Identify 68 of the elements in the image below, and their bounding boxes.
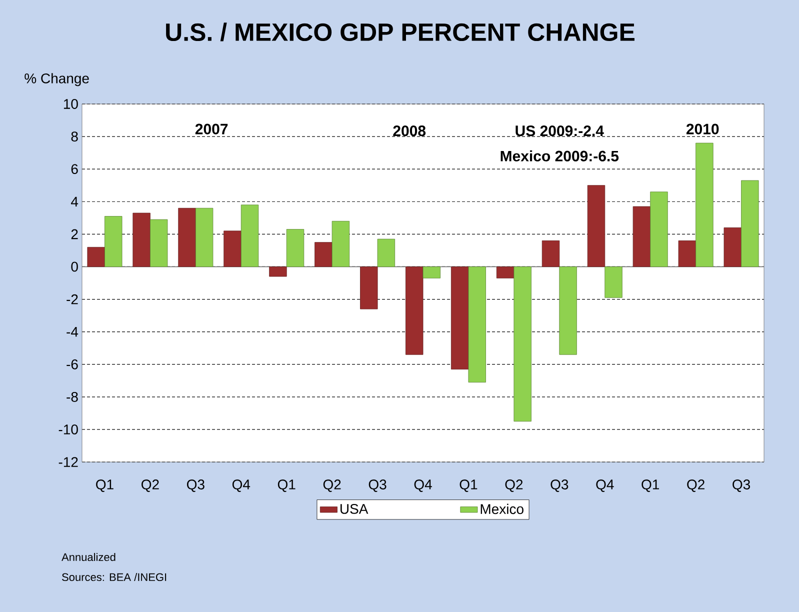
y-tick-label: 2 bbox=[71, 229, 78, 240]
x-tick-label: Q3 bbox=[550, 480, 568, 492]
y-tick-label: -8 bbox=[66, 392, 78, 402]
x-tick-label: Q4 bbox=[414, 480, 432, 492]
bar bbox=[240, 204, 259, 267]
y-tick-label: -12 bbox=[58, 457, 78, 467]
bar bbox=[559, 266, 577, 355]
bar bbox=[450, 266, 469, 370]
y-tick-label: 8 bbox=[71, 132, 78, 142]
bar bbox=[178, 208, 196, 267]
x-tick-label: Q3 bbox=[732, 480, 750, 492]
bar bbox=[678, 240, 696, 267]
y-tick-label: -6 bbox=[66, 359, 78, 370]
bar bbox=[422, 266, 440, 278]
bar bbox=[542, 240, 560, 267]
bar bbox=[132, 212, 150, 267]
y-tick-label: 4 bbox=[70, 196, 78, 206]
x-tick-label: Q1 bbox=[278, 480, 296, 492]
bar bbox=[314, 242, 332, 267]
legend-label: USA bbox=[340, 504, 368, 514]
y-tick-label: 10 bbox=[64, 99, 78, 109]
chart-title: U.S. / MEXICO GDP PERCENT CHANGE bbox=[166, 22, 634, 42]
bar bbox=[587, 185, 606, 267]
bar bbox=[696, 142, 714, 267]
x-tick-label: Q1 bbox=[96, 480, 114, 492]
y-tick-label: -4 bbox=[66, 327, 78, 337]
x-tick-label: Q1 bbox=[460, 480, 478, 492]
x-tick-label: Q2 bbox=[142, 480, 159, 492]
x-tick-label: Q4 bbox=[596, 480, 614, 492]
bar bbox=[514, 266, 532, 422]
bar bbox=[150, 219, 168, 267]
x-tick-label: Q3 bbox=[368, 480, 386, 492]
bar bbox=[650, 192, 668, 267]
legend-label: Mexico bbox=[480, 504, 524, 514]
bar bbox=[104, 216, 122, 267]
bar bbox=[468, 266, 486, 382]
y-tick-label: -10 bbox=[58, 424, 78, 434]
bar bbox=[496, 266, 514, 278]
bar bbox=[87, 246, 105, 267]
bar bbox=[377, 238, 396, 267]
bar bbox=[224, 230, 242, 267]
annotation: Mexico 2009:-6.5 bbox=[500, 150, 619, 162]
bar bbox=[406, 266, 424, 355]
text: Annualized bbox=[62, 552, 116, 562]
annotation: 2008 bbox=[393, 126, 426, 136]
x-tick-label: Q2 bbox=[687, 480, 704, 492]
y-tick-label: -2 bbox=[66, 294, 78, 304]
bar bbox=[269, 266, 287, 277]
bar bbox=[604, 266, 622, 298]
x-tick-label: Q3 bbox=[186, 480, 204, 492]
x-tick-label: Q2 bbox=[505, 480, 523, 492]
y-tick-label: 6 bbox=[71, 164, 78, 174]
bar bbox=[286, 229, 304, 267]
source-note: Sources: BEA /INEGI bbox=[62, 572, 166, 582]
x-tick-label: Q4 bbox=[232, 480, 250, 492]
annotation: US 2009:-2.4 bbox=[516, 126, 604, 136]
x-tick-label: Q2 bbox=[323, 480, 341, 492]
bar bbox=[195, 208, 214, 267]
y-axis-title: % Change bbox=[24, 73, 89, 86]
bar bbox=[741, 180, 759, 267]
bar bbox=[632, 206, 651, 267]
bar bbox=[724, 227, 742, 267]
x-tick-label: Q1 bbox=[642, 480, 660, 492]
annotation: 2010 bbox=[686, 124, 719, 134]
bar bbox=[360, 266, 378, 310]
annotation: 2007 bbox=[195, 124, 228, 134]
bar bbox=[332, 220, 350, 267]
y-tick-label: 0 bbox=[71, 262, 78, 272]
